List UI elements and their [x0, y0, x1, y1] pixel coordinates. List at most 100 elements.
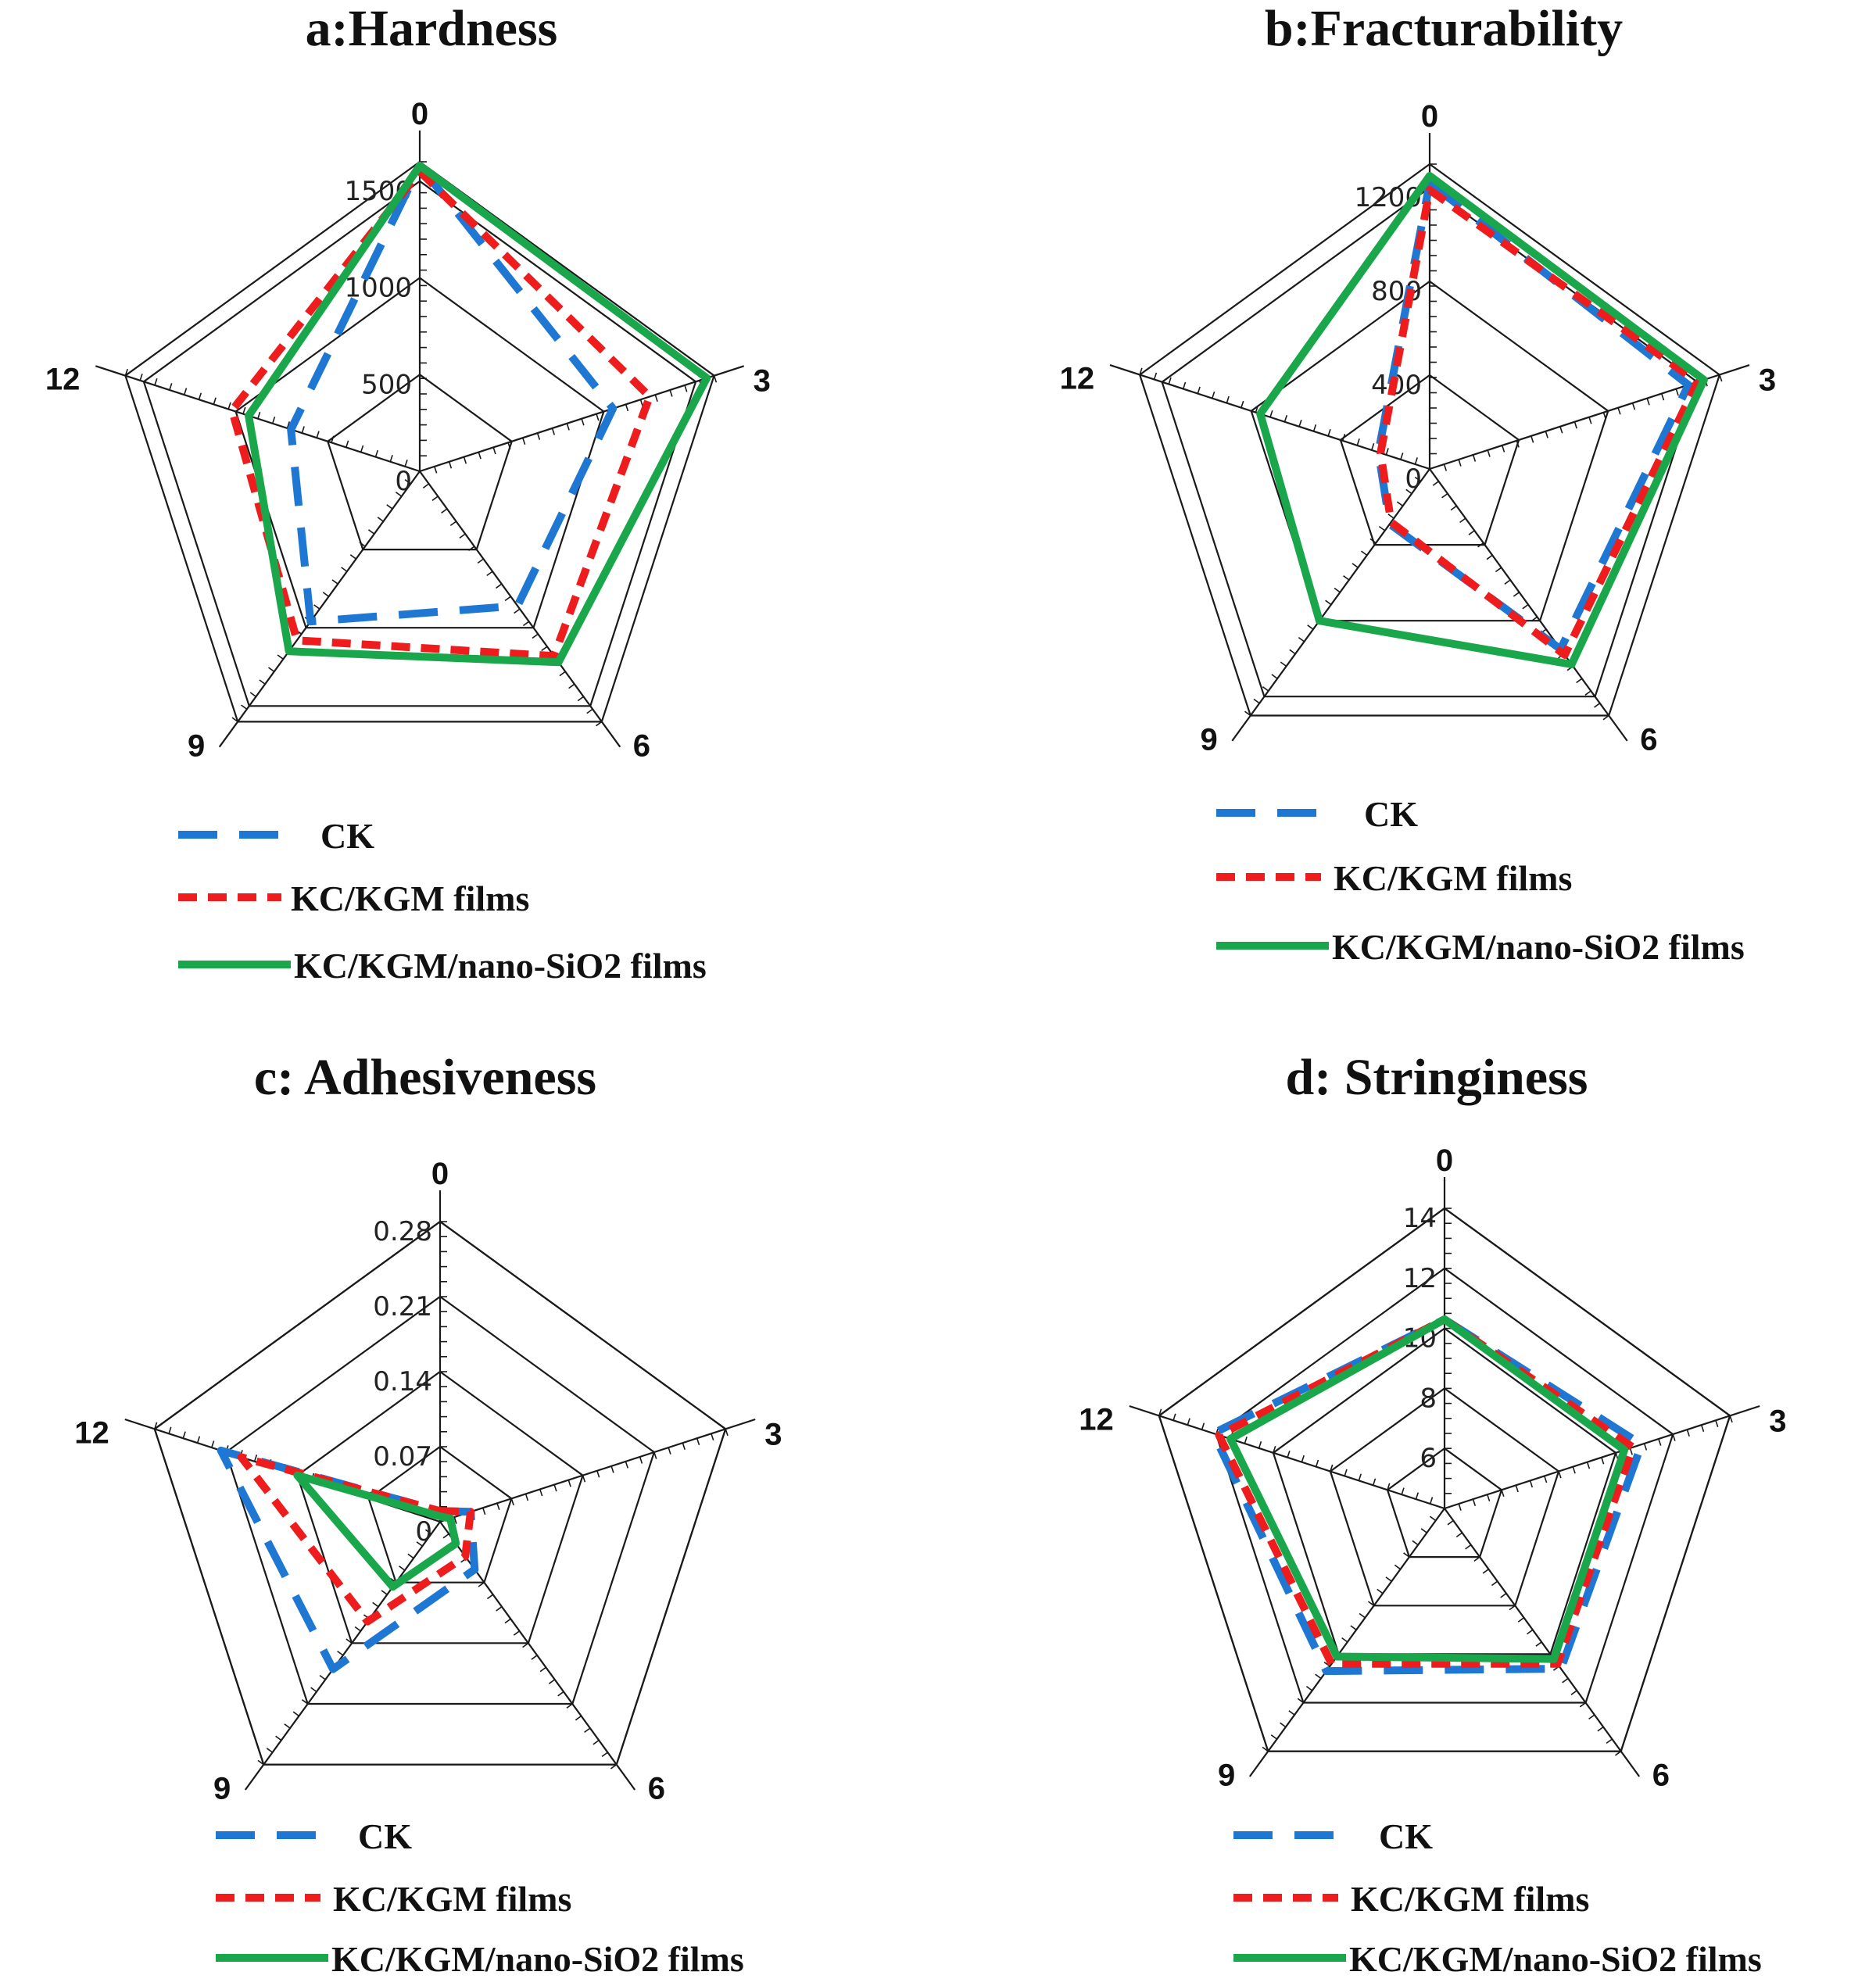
axis-minor-tick: [1719, 374, 1723, 382]
axis-minor-tick: [1486, 554, 1493, 560]
grid-ring: [296, 1370, 584, 1644]
axis-minor-tick: [1572, 1466, 1576, 1474]
axis-minor-tick: [1358, 1473, 1362, 1481]
axis-minor-tick: [198, 392, 202, 400]
axis-minor-tick: [1584, 690, 1591, 696]
axis-minor-tick: [1273, 1445, 1276, 1454]
axis-minor-tick: [168, 1426, 172, 1434]
axis-minor-tick: [711, 1433, 714, 1441]
axis-minor-tick: [610, 1764, 618, 1770]
axis-minor-tick: [1271, 674, 1278, 679]
tick-label: 500: [361, 369, 412, 400]
axis-minor-tick: [1473, 1556, 1480, 1562]
axis-minor-tick: [1387, 513, 1394, 519]
axis-minor-tick: [1576, 678, 1583, 684]
axis-minor-tick: [1443, 463, 1448, 471]
axis-minor-tick: [1700, 1424, 1705, 1433]
axis-minor-tick: [725, 1429, 729, 1437]
axis-minor-tick: [1458, 459, 1462, 467]
axis-minor-tick: [1509, 1605, 1516, 1611]
axis-label: 0: [1436, 1143, 1453, 1178]
axis-minor-tick: [124, 368, 128, 376]
axis-minor-tick: [1447, 1519, 1454, 1526]
axis-minor-tick: [249, 692, 256, 697]
axis-minor-tick: [1359, 1612, 1366, 1619]
series-kc-kgm-nano-sio2-films: [293, 1471, 460, 1591]
axis-minor-tick: [374, 449, 379, 457]
axis-minor-tick: [182, 1431, 186, 1439]
axis-minor-tick: [257, 1759, 264, 1766]
axis-minor-tick: [337, 1650, 344, 1656]
axis-minor-tick: [1288, 1710, 1295, 1716]
axis-minor-tick: [1597, 1726, 1604, 1732]
axis-minor-tick: [424, 1529, 432, 1535]
axis-minor-tick: [1158, 1408, 1162, 1416]
grid-ring: [1329, 1387, 1560, 1607]
axis-minor-tick: [1343, 575, 1350, 581]
axis-minor-tick: [1504, 579, 1511, 585]
axis-minor-tick: [596, 721, 603, 727]
axis-minor-tick: [1482, 1569, 1489, 1574]
axis-minor-tick: [354, 1626, 361, 1632]
axis-minor-tick: [1262, 1746, 1269, 1752]
axis-minor-tick: [1420, 1528, 1427, 1533]
axis-minor-tick: [1594, 703, 1601, 708]
axis-minor-tick: [1312, 424, 1317, 432]
axis-minor-tick: [486, 1594, 494, 1600]
axis-minor-tick: [1450, 505, 1457, 511]
axis-minor-tick: [1529, 1480, 1534, 1488]
axis-minor-tick: [404, 460, 408, 467]
axis-label: 9: [188, 728, 205, 763]
axis-minor-tick: [1168, 377, 1172, 385]
axis-minor-tick: [1369, 538, 1377, 544]
axis-minor-tick: [1686, 1429, 1690, 1437]
axis-minor-tick: [241, 704, 248, 710]
tick-label: 1000: [344, 273, 412, 304]
axis-minor-tick: [292, 1711, 299, 1717]
outer-ring: [124, 160, 715, 723]
axis-minor-tick: [1396, 501, 1404, 506]
axis-minor-tick: [1586, 1462, 1591, 1469]
axis-minor-tick: [584, 1727, 591, 1734]
axis-minor-tick: [1377, 1588, 1384, 1594]
axis-minor-tick: [1477, 542, 1484, 548]
axis-minor-tick: [1378, 525, 1386, 531]
series-kc-kgm-nano-sio2-films: [245, 161, 711, 667]
axis-minor-tick: [277, 654, 284, 660]
axis-minor-tick: [1367, 1601, 1375, 1606]
axis-label: 6: [633, 728, 650, 763]
axis-minor-tick: [696, 1437, 700, 1446]
axis-minor-tick: [319, 1674, 326, 1680]
axis-spoke: [1231, 468, 1430, 742]
axis-minor-tick: [1602, 714, 1609, 721]
axis-minor-tick: [596, 413, 600, 421]
axis-minor-tick: [1403, 1552, 1410, 1558]
legend-label-ck: CK: [1364, 794, 1418, 834]
outer-ring: [1138, 163, 1721, 717]
legend-label-kc-kgm-sio2: KC/KGM/nano-SiO2 films: [1349, 1939, 1762, 1979]
axis-minor-tick: [1429, 1497, 1434, 1505]
axis-minor-tick: [567, 1480, 571, 1487]
tick-label: 12: [1403, 1263, 1437, 1294]
axis-minor-tick: [514, 608, 521, 614]
axis-minor-tick: [322, 592, 330, 597]
axis-minor-tick: [1531, 435, 1534, 443]
axis-minor-tick: [1559, 426, 1563, 434]
axis-minor-tick: [154, 378, 158, 386]
axis-minor-tick: [1501, 1490, 1505, 1498]
axis-minor-tick: [539, 1489, 543, 1497]
axis-minor-tick: [1280, 1722, 1287, 1728]
axis-minor-tick: [1323, 1661, 1330, 1667]
axis-minor-tick: [316, 431, 320, 438]
axis-minor-tick: [668, 1447, 671, 1455]
axis-minor-tick: [1527, 1629, 1534, 1635]
series-ck: [1209, 1315, 1645, 1676]
axis-minor-tick: [1226, 395, 1230, 403]
tick-label: 0: [395, 466, 412, 497]
axis-minor-tick: [625, 1461, 628, 1469]
axis-minor-tick: [1244, 1437, 1248, 1444]
axis-minor-tick: [286, 421, 291, 429]
series-kc-kgm-films: [227, 167, 654, 660]
axis-minor-tick: [496, 1606, 503, 1612]
